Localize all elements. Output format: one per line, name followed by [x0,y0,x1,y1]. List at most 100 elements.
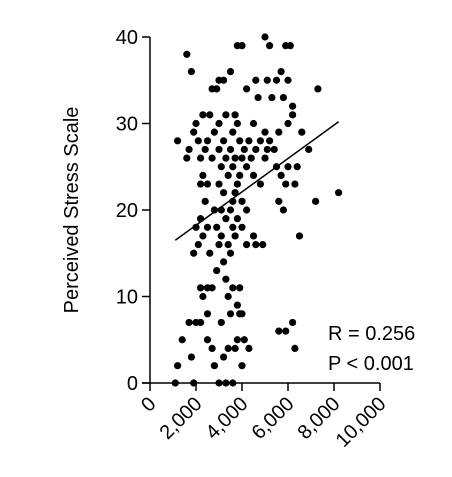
point [178,336,186,344]
point [249,119,258,128]
point [222,154,230,162]
point [231,111,239,119]
point [224,241,232,249]
point [208,344,216,352]
point [203,336,212,344]
point [245,137,253,145]
point [252,76,260,84]
point [259,241,267,249]
point [249,171,258,179]
x-tick-label: 4,000 [202,393,253,444]
point [206,111,214,119]
point [224,292,232,301]
point [226,145,235,154]
point [238,154,246,162]
point [185,318,193,327]
point [208,284,216,292]
point [243,206,251,214]
point [197,284,205,292]
point [224,344,232,352]
point [279,93,287,102]
point [220,189,228,197]
point [284,163,292,171]
point [187,353,195,361]
point [213,223,221,231]
point [231,154,239,162]
point [183,50,191,58]
point [217,163,225,171]
point [233,301,241,309]
point [206,249,214,257]
x-tick-label: 0 [137,393,160,416]
point [286,42,294,50]
point [256,180,264,188]
point [194,137,202,145]
annotation: R = 0.256 [328,323,415,345]
point [275,327,283,335]
point [185,145,193,154]
point [226,249,235,257]
point [229,284,237,292]
point [238,310,246,318]
point [215,241,223,249]
y-tick-label: 20 [116,200,138,222]
point [277,171,285,179]
point [197,154,205,162]
point [236,284,244,292]
point [247,154,255,162]
point [215,180,223,188]
point [201,145,209,154]
point [210,362,218,370]
point [261,154,269,162]
point [197,180,205,188]
point [233,180,241,188]
point [270,145,278,154]
point [229,223,237,231]
x-tick-label: 10,000 [332,393,391,452]
point [203,223,212,231]
point [190,249,198,257]
point [289,102,297,110]
point [261,33,269,41]
point [252,145,260,154]
point [282,180,290,188]
point [201,197,209,205]
point [210,206,218,214]
point [277,68,285,76]
point [210,128,218,136]
point [233,119,241,128]
point [236,171,244,179]
point [240,145,248,154]
point [268,93,276,102]
point [233,215,241,223]
point [215,145,223,154]
point [249,232,258,240]
point [231,232,239,240]
point [199,232,207,240]
x-tick-label: 6,000 [248,393,299,444]
point [243,241,251,249]
point [222,111,230,119]
point [284,119,292,128]
point [238,42,246,50]
point [289,318,297,327]
point [295,232,304,240]
y-axis-label: Perceived Stress Scale [61,107,83,314]
point [238,362,246,370]
point [229,163,237,171]
point [312,197,320,205]
point [240,336,248,344]
point [217,318,225,327]
point [305,145,313,154]
point [236,137,244,145]
annotation: P < 0.001 [328,353,414,375]
point [263,145,271,154]
point [192,119,200,128]
point [217,232,225,240]
point [199,292,207,301]
point [183,154,191,162]
point [213,266,221,275]
point [190,128,198,136]
point [335,189,343,197]
point [233,336,241,344]
